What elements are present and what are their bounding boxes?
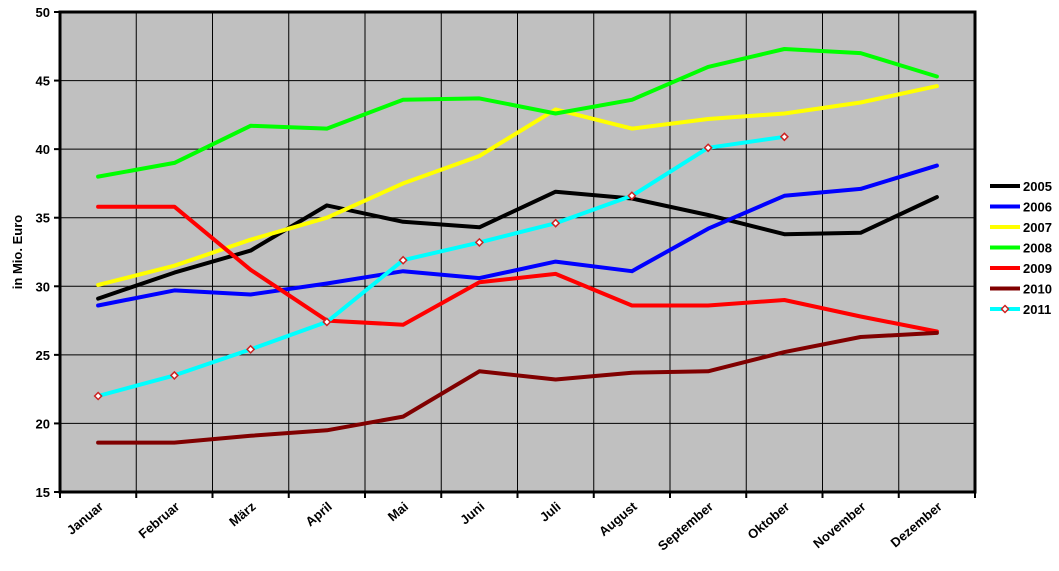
data-point-2011-3: [322, 317, 332, 327]
series-line-2009: [96, 204, 939, 334]
series-line-2008: [96, 47, 939, 179]
legend-label-2008: 2008: [1023, 241, 1052, 256]
series-2008: [96, 47, 939, 179]
y-tick-label-5: 40: [36, 142, 50, 157]
legend-item-2009: 2009: [990, 261, 1052, 276]
legend-item-2008: 2008: [990, 241, 1052, 256]
x-tick-label-10: November: [810, 499, 868, 551]
legend-label-2011: 2011: [1023, 302, 1051, 317]
series-2011: [93, 132, 789, 401]
y-tick-label-0: 15: [36, 485, 50, 500]
legend-label-2006: 2006: [1023, 200, 1052, 215]
data-point-2011-9: [779, 132, 789, 142]
data-point-2011-5: [474, 237, 484, 247]
x-tick-label-7: August: [596, 498, 640, 539]
legend-item-2005: 2005: [990, 179, 1052, 194]
legend-label-2010: 2010: [1023, 282, 1052, 297]
y-tick-label-4: 35: [36, 211, 50, 226]
data-point-2011-6: [551, 218, 561, 228]
data-point-2011-8: [703, 143, 713, 153]
series-line-2005: [96, 189, 939, 301]
y-axis-title: in Mio. Euro: [10, 215, 25, 289]
x-tick-label-9: Oktober: [744, 499, 792, 543]
x-tick-label-8: September: [655, 499, 716, 554]
legend-item-2011: 2011: [990, 302, 1051, 317]
legend: 2005 2006 2007 2008 2009 2010 2011: [990, 179, 1052, 317]
legend-label-2009: 2009: [1023, 261, 1052, 276]
x-tick-label-4: Mai: [385, 499, 411, 524]
series-lines: [93, 47, 939, 445]
series-line-2006: [96, 163, 939, 308]
y-tick-label-7: 50: [36, 5, 50, 20]
y-tick-label-2: 25: [36, 348, 50, 363]
y-tick-label-6: 45: [36, 74, 50, 89]
x-tick-label-0: Januar: [64, 499, 106, 538]
data-point-2011-2: [246, 344, 256, 354]
x-tick-label-6: Juli: [537, 499, 564, 525]
series-2010: [96, 330, 939, 445]
series-2009: [96, 204, 939, 334]
x-tick-label-11: Dezember: [888, 499, 945, 550]
y-tick-label-1: 20: [36, 416, 50, 431]
series-line-2007: [96, 84, 939, 287]
x-tick-label-3: April: [302, 499, 334, 530]
x-tick-label-5: Juni: [457, 499, 487, 528]
x-tick-label-1: Februar: [136, 499, 183, 542]
legend-label-2007: 2007: [1023, 220, 1052, 235]
series-2005: [96, 189, 939, 301]
series-line-2011: [96, 134, 787, 398]
legend-item-2006: 2006: [990, 200, 1052, 215]
legend-item-2007: 2007: [990, 220, 1052, 235]
legend-item-2010: 2010: [990, 282, 1052, 297]
y-axis-ticks: 15 20 25 30 35 40 45 50: [36, 5, 60, 500]
data-point-2011-0: [93, 391, 103, 401]
legend-marker-2011: [1000, 304, 1010, 314]
series-2007: [96, 84, 939, 287]
data-point-2011-7: [627, 191, 637, 201]
legend-label-2005: 2005: [1023, 179, 1052, 194]
series-2006: [96, 163, 939, 308]
x-axis-ticks: Januar Februar März April Mai Juni Juli August S…: [59, 492, 976, 554]
x-tick-label-2: März: [226, 498, 259, 529]
data-point-2011-4: [398, 255, 408, 265]
data-point-2011-1: [169, 370, 179, 380]
y-tick-label-3: 30: [36, 279, 50, 294]
series-line-2010: [96, 330, 939, 445]
